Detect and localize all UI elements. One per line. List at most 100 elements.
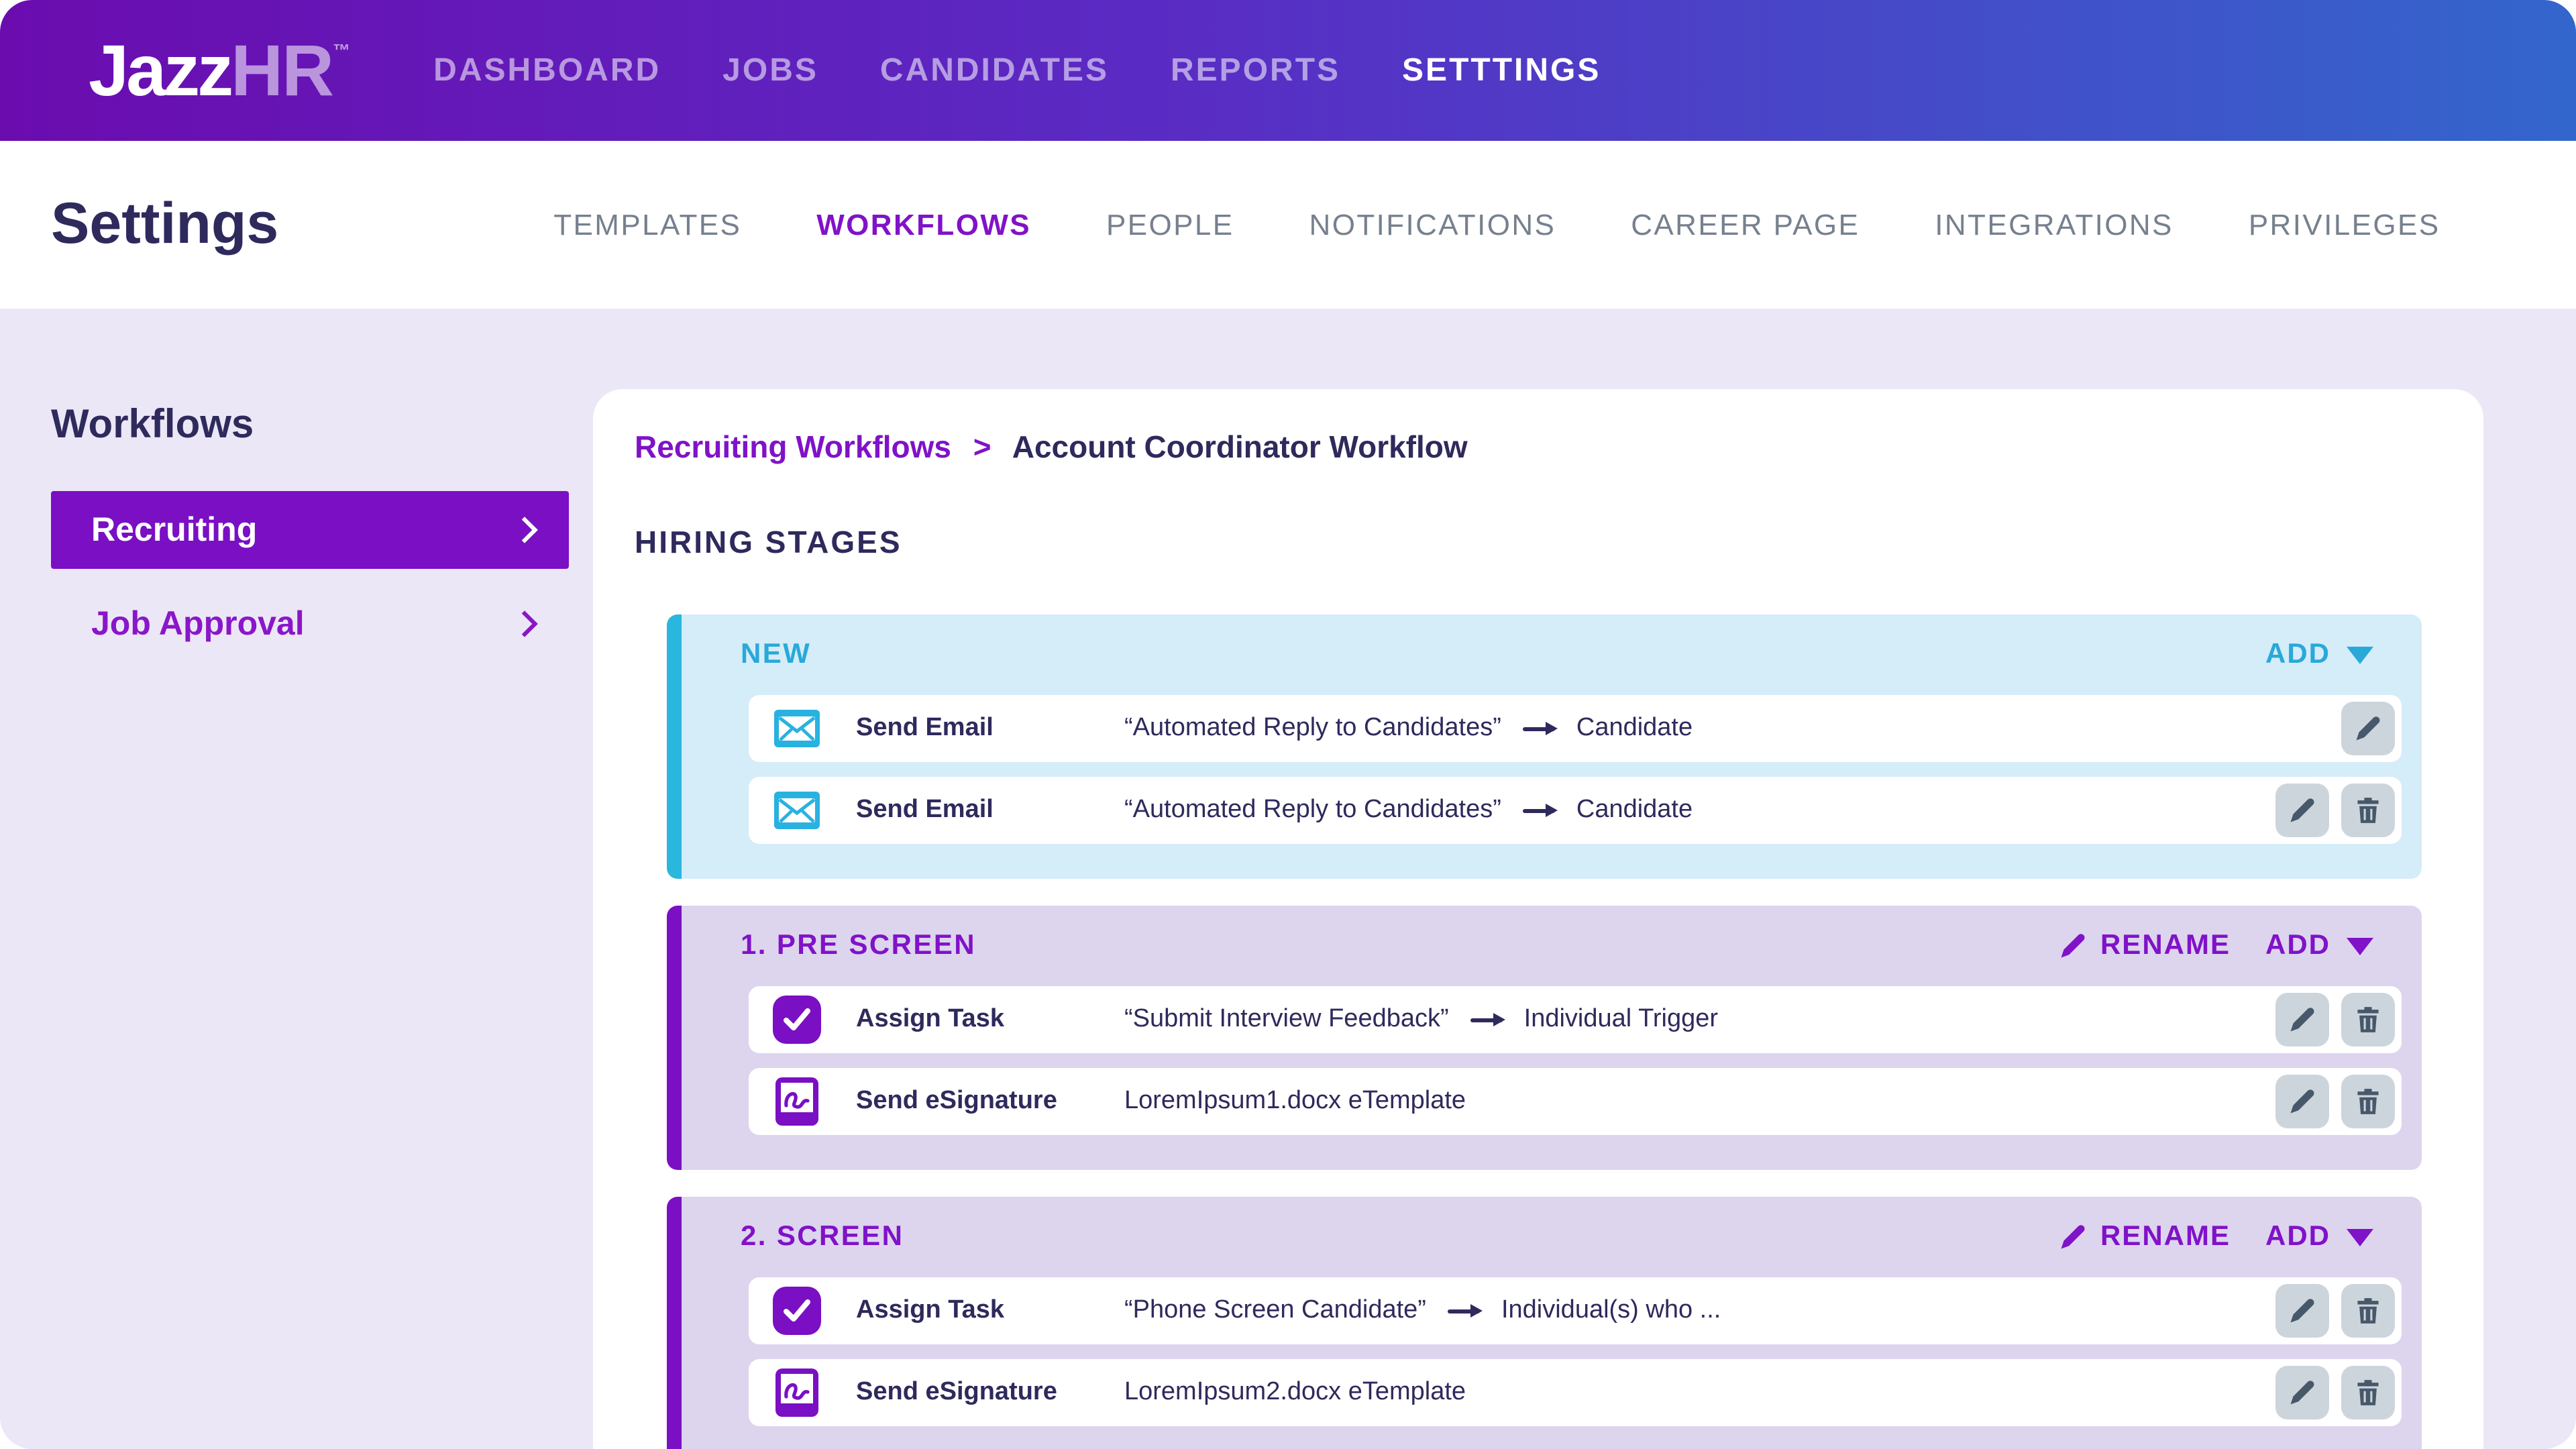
- step-subject: “Automated Reply to Candidates”: [1124, 714, 1501, 742]
- stage-name: NEW: [741, 639, 812, 669]
- sidebar-item-label: Job Approval: [91, 604, 305, 642]
- add-step-button[interactable]: ADD: [2265, 639, 2373, 671]
- esignature-icon: [773, 1368, 821, 1417]
- page-body: Workflows Recruiting Job Approval Recrui…: [0, 309, 2576, 1449]
- nav-item-candidates[interactable]: CANDIDATES: [879, 52, 1109, 88]
- stage-section-screen: 2. SCREEN RENAME ADD: [667, 1197, 2422, 1449]
- jazzhr-logo[interactable]: Jazz HR ™: [89, 34, 350, 107]
- hiring-stages-title: HIRING STAGES: [635, 525, 902, 559]
- tab-integrations[interactable]: INTEGRATIONS: [1935, 207, 2174, 241]
- stage-name: 2. SCREEN: [741, 1221, 904, 1252]
- tab-templates[interactable]: TEMPLATES: [553, 207, 742, 241]
- pencil-icon: [2061, 934, 2086, 958]
- pencil-icon: [2061, 1225, 2086, 1249]
- delete-icon: [2357, 1089, 2379, 1114]
- edit-icon: [2290, 1089, 2314, 1114]
- step-subject: “Automated Reply to Candidates”: [1124, 796, 1501, 824]
- step-subject: “Submit Interview Feedback”: [1124, 1005, 1449, 1033]
- stage-section-new: NEW ADD Send Email “Automated Reply: [667, 614, 2422, 879]
- arrow-right-icon: [1522, 808, 1555, 812]
- delete-icon: [2357, 1298, 2379, 1324]
- chevron-right-icon: [511, 517, 538, 543]
- workflow-step-row: Assign Task “Submit Interview Feedback” …: [749, 986, 2402, 1053]
- tab-workflows[interactable]: WORKFLOWS: [816, 207, 1032, 241]
- tab-people[interactable]: PEOPLE: [1106, 207, 1234, 241]
- trademark-symbol: ™: [333, 40, 351, 60]
- sidebar-item-job-approval[interactable]: Job Approval: [51, 585, 569, 663]
- settings-header: Settings TEMPLATES WORKFLOWS PEOPLE NOTI…: [0, 141, 2576, 309]
- delete-step-button[interactable]: [2341, 1366, 2395, 1419]
- sidebar-item-label: Recruiting: [91, 511, 258, 548]
- logo-hr-text: HR: [231, 30, 334, 111]
- stage-section-pre-screen: 1. PRE SCREEN RENAME ADD: [667, 906, 2422, 1170]
- chevron-right-icon: [511, 610, 538, 637]
- stage-header: 2. SCREEN RENAME ADD: [682, 1197, 2422, 1277]
- sidebar-title: Workflows: [51, 402, 254, 447]
- dropdown-triangle-icon: [2347, 937, 2373, 955]
- rename-stage-button[interactable]: RENAME: [2060, 1221, 2231, 1253]
- nav-item-jobs[interactable]: JOBS: [722, 52, 818, 88]
- tab-career-page[interactable]: CAREER PAGE: [1631, 207, 1860, 241]
- task-icon: [773, 996, 821, 1044]
- nav-item-reports[interactable]: REPORTS: [1171, 52, 1341, 88]
- edit-icon: [2356, 716, 2380, 741]
- email-icon: [773, 704, 821, 753]
- step-type-label: Assign Task: [856, 1296, 1005, 1324]
- dropdown-triangle-icon: [2347, 1228, 2373, 1246]
- stage-name: 1. PRE SCREEN: [741, 930, 976, 961]
- page-title: Settings: [51, 192, 279, 256]
- workflow-detail-panel: Recruiting Workflows > Account Coordinat…: [593, 389, 2483, 1449]
- edit-step-button[interactable]: [2341, 702, 2395, 755]
- delete-step-button[interactable]: [2341, 784, 2395, 837]
- email-icon: [773, 786, 821, 835]
- edit-step-button[interactable]: [2275, 993, 2329, 1046]
- nav-item-dashboard[interactable]: DASHBOARD: [433, 52, 661, 88]
- delete-icon: [2357, 1380, 2379, 1405]
- step-type-label: Assign Task: [856, 1005, 1005, 1033]
- top-nav-bar: Jazz HR ™ DASHBOARD JOBS CANDIDATES REPO…: [0, 0, 2576, 141]
- tab-notifications[interactable]: NOTIFICATIONS: [1309, 207, 1556, 241]
- delete-step-button[interactable]: [2341, 993, 2395, 1046]
- delete-icon: [2357, 798, 2379, 823]
- workflow-step-row: Send eSignature LoremIpsum2.docx eTempla…: [749, 1359, 2402, 1426]
- edit-step-button[interactable]: [2275, 784, 2329, 837]
- esignature-icon: [773, 1077, 821, 1126]
- edit-icon: [2290, 1008, 2314, 1032]
- edit-step-button[interactable]: [2275, 1075, 2329, 1128]
- step-target: Individual(s) who ...: [1501, 1296, 1721, 1324]
- breadcrumb: Recruiting Workflows > Account Coordinat…: [635, 429, 2483, 466]
- rename-stage-button[interactable]: RENAME: [2060, 930, 2231, 962]
- breadcrumb-recruiting-workflows-link[interactable]: Recruiting Workflows: [635, 429, 951, 464]
- workflow-step-row: Assign Task “Phone Screen Candidate” Ind…: [749, 1277, 2402, 1344]
- add-step-button[interactable]: ADD: [2265, 1221, 2373, 1253]
- workflow-step-row: Send Email “Automated Reply to Candidate…: [749, 695, 2402, 762]
- step-target: Candidate: [1576, 714, 1693, 742]
- workflows-sidebar: Workflows Recruiting Job Approval: [0, 309, 593, 663]
- stage-header: NEW ADD: [682, 614, 2422, 695]
- step-type-label: Send Email: [856, 714, 994, 742]
- arrow-right-icon: [1447, 1309, 1480, 1313]
- arrow-right-icon: [1522, 727, 1555, 731]
- tab-privileges[interactable]: PRIVILEGES: [2248, 207, 2440, 241]
- stage-header: 1. PRE SCREEN RENAME ADD: [682, 906, 2422, 986]
- step-type-label: Send Email: [856, 796, 994, 824]
- breadcrumb-current: Account Coordinator Workflow: [1012, 429, 1468, 464]
- delete-step-button[interactable]: [2341, 1284, 2395, 1338]
- logo-jazz-text: Jazz: [89, 30, 233, 111]
- workflow-step-row: Send Email “Automated Reply to Candidate…: [749, 777, 2402, 844]
- step-target: Individual Trigger: [1523, 1005, 1719, 1033]
- breadcrumb-separator: >: [973, 429, 991, 464]
- edit-icon: [2290, 1381, 2314, 1405]
- step-subject: “Phone Screen Candidate”: [1124, 1296, 1426, 1324]
- add-step-button[interactable]: ADD: [2265, 930, 2373, 962]
- edit-step-button[interactable]: [2275, 1366, 2329, 1419]
- task-icon: [773, 1287, 821, 1335]
- edit-step-button[interactable]: [2275, 1284, 2329, 1338]
- sidebar-item-recruiting[interactable]: Recruiting: [51, 491, 569, 569]
- nav-item-settings[interactable]: SETTTINGS: [1402, 52, 1601, 88]
- delete-step-button[interactable]: [2341, 1075, 2395, 1128]
- edit-icon: [2290, 798, 2314, 822]
- dropdown-triangle-icon: [2347, 646, 2373, 663]
- arrow-right-icon: [1470, 1018, 1503, 1022]
